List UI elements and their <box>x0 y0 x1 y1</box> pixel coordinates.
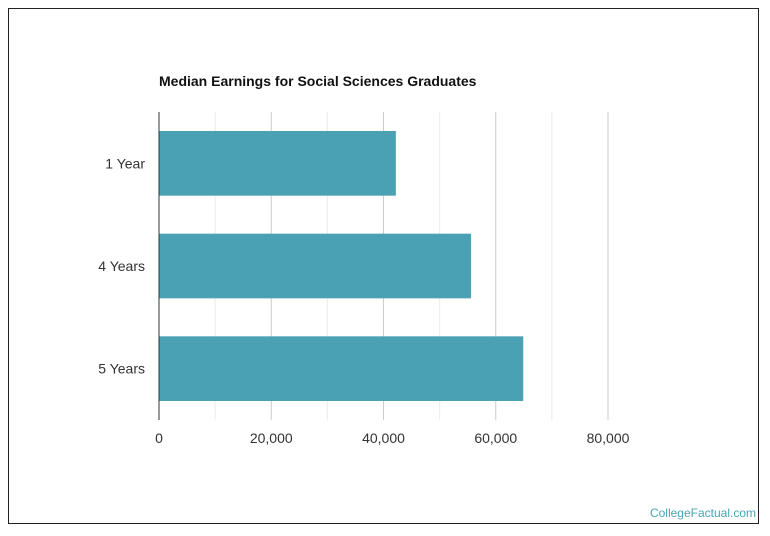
tick-labels: 0 20,000 40,000 60,000 80,000 <box>155 430 630 446</box>
watermark-label[interactable]: CollegeFactual.com <box>649 506 756 520</box>
x-tick-label: 40,000 <box>362 430 405 446</box>
bars <box>159 130 524 402</box>
x-tick-label: 0 <box>155 430 163 446</box>
chart-title: Median Earnings for Social Sciences Grad… <box>159 73 477 89</box>
x-tick-label: 60,000 <box>474 430 517 446</box>
bar-5-years[interactable] <box>159 336 524 402</box>
category-label: 1 Year <box>105 155 145 171</box>
x-tick-label: 80,000 <box>587 430 630 446</box>
category-label: 5 Years <box>98 361 145 377</box>
bar-1-year[interactable] <box>159 130 396 196</box>
bar-4-years[interactable] <box>159 233 472 299</box>
x-tick-label: 20,000 <box>250 430 293 446</box>
category-label: 4 Years <box>98 258 145 274</box>
category-labels: 1 Year 4 Years 5 Years <box>98 155 145 376</box>
